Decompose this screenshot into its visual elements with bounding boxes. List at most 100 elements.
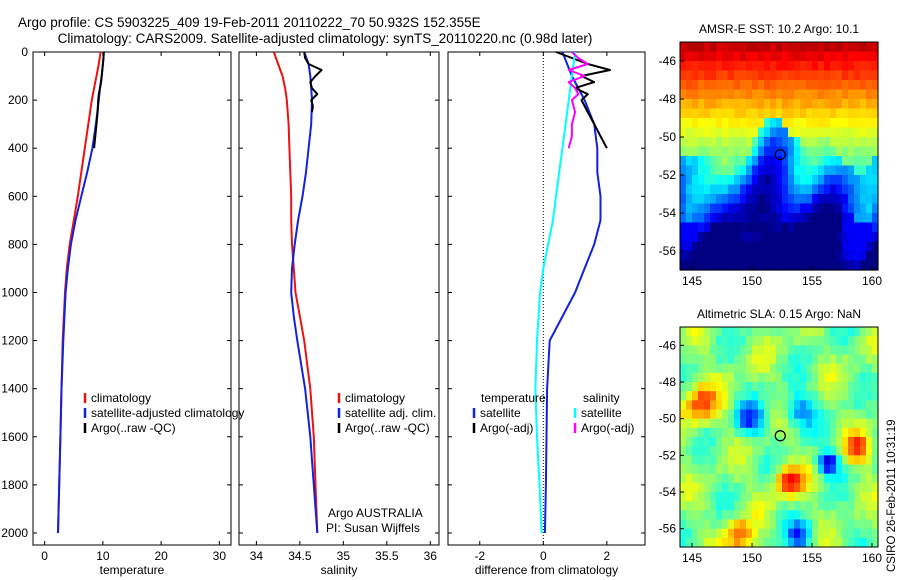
sla-map-cell [866,382,873,392]
sla-map-cell [866,345,873,356]
sst-map-cell [734,165,741,176]
sst-map-cell [752,241,759,252]
sst-map-xtick-label: 150 [742,274,762,288]
sst-map-cell [704,222,711,233]
sla-map-cell [770,391,777,401]
sla-map-xtick-label: 150 [742,551,762,565]
sla-map-cell [716,372,723,383]
temperature-xtick-label: 0 [41,549,48,563]
sst-map-cell [740,251,747,262]
sst-map-cell [812,61,819,72]
sla-map-cell [740,437,747,447]
sla-map-cell [710,528,717,539]
sla-map-cell [704,382,711,392]
sla-map-cell [722,437,729,447]
sst-map-cell [746,213,753,224]
sla-map-cell [842,510,849,521]
sla-map-cell [800,345,807,356]
sla-map-cell [680,354,687,365]
sst-map-cell [722,118,729,129]
sst-map-cell [830,146,837,157]
sla-map-cell [860,482,867,493]
sst-map-cell [698,127,705,138]
sla-map-cell [854,482,861,493]
sst-map-cell [728,175,735,186]
sla-map-cell [740,391,747,401]
sst-map-cell [692,175,699,186]
sla-map-cell [794,391,801,401]
sst-map-cell [794,241,801,252]
sst-map-cell [758,70,765,81]
sst-map-cell [812,80,819,91]
sst-map-cell [686,137,693,148]
sst-map-cell [704,194,711,205]
sla-map-cell [692,372,699,383]
sst-map-cell [746,232,753,243]
sst-map-cell [680,127,687,138]
sla-map-cell [698,382,705,392]
sst-map-cell [704,99,711,110]
sst-map-cell [860,146,867,157]
sst-map-cell [686,241,693,252]
sla-map-cell [854,446,861,456]
sst-map-cell [776,89,783,100]
sla-map-cell [752,372,759,383]
sla-map-cell [782,391,789,401]
sla-map-cell [812,391,819,401]
temperature-xtick-label: 10 [96,549,110,563]
sla-map-cell [722,528,729,539]
sst-map-cell [722,51,729,62]
sst-map-cell [818,222,825,233]
sla-map-cell [704,528,711,539]
sla-map-cell [836,418,843,429]
sla-map-cell [764,336,771,346]
sla-map-cell [716,446,723,456]
sla-map-cell [722,519,729,530]
sst-map-cell [800,146,807,157]
salinity-xtick-label: 36 [424,549,438,563]
sst-map-cell [764,165,771,176]
sla-map-cell [872,391,879,401]
sla-map-cell [800,528,807,539]
sla-map-cell [752,418,759,429]
sla-map-cell [728,336,735,346]
sst-map-cell [854,146,861,157]
sla-map-cell [800,464,807,475]
sst-map-cell [782,175,789,186]
sst-map-cell [848,89,855,100]
sla-map-cell [692,537,699,548]
sst-map-cell [854,251,861,262]
sst-map-cell [758,156,765,167]
sla-map-cell [698,455,705,466]
sst-map-cell [806,184,813,195]
sla-map-cell [872,345,879,356]
sla-map-cell [830,501,837,511]
sla-map-cell [776,519,783,530]
sst-map-cell [764,260,771,271]
depth-tick-label: 1800 [1,478,28,492]
sla-map-cell [812,345,819,356]
salinity-series-line-0 [272,51,319,534]
sst-map-cell [860,232,867,243]
sla-map-cell [710,372,717,383]
sst-map-cell [692,184,699,195]
sst-map-cell [776,194,783,205]
sst-map-cell [710,175,717,186]
sst-map-cell [836,241,843,252]
sla-map-cell [836,464,843,475]
sla-map-cell [698,400,705,411]
sst-map-cell [854,260,861,271]
sst-map-cell [686,89,693,100]
sst-map-cell [722,260,729,271]
sst-map-cell [698,184,705,195]
sst-map-cell [830,70,837,81]
sst-map-cell [692,51,699,62]
sla-map-cell [830,354,837,365]
sst-map-cell [866,203,873,214]
sla-map-cell [788,427,795,438]
sst-map-cell [704,203,711,214]
sst-map-cell [722,175,729,186]
sst-map-cell [758,165,765,176]
sla-map-cell [710,382,717,392]
sla-map-cell [680,492,687,502]
